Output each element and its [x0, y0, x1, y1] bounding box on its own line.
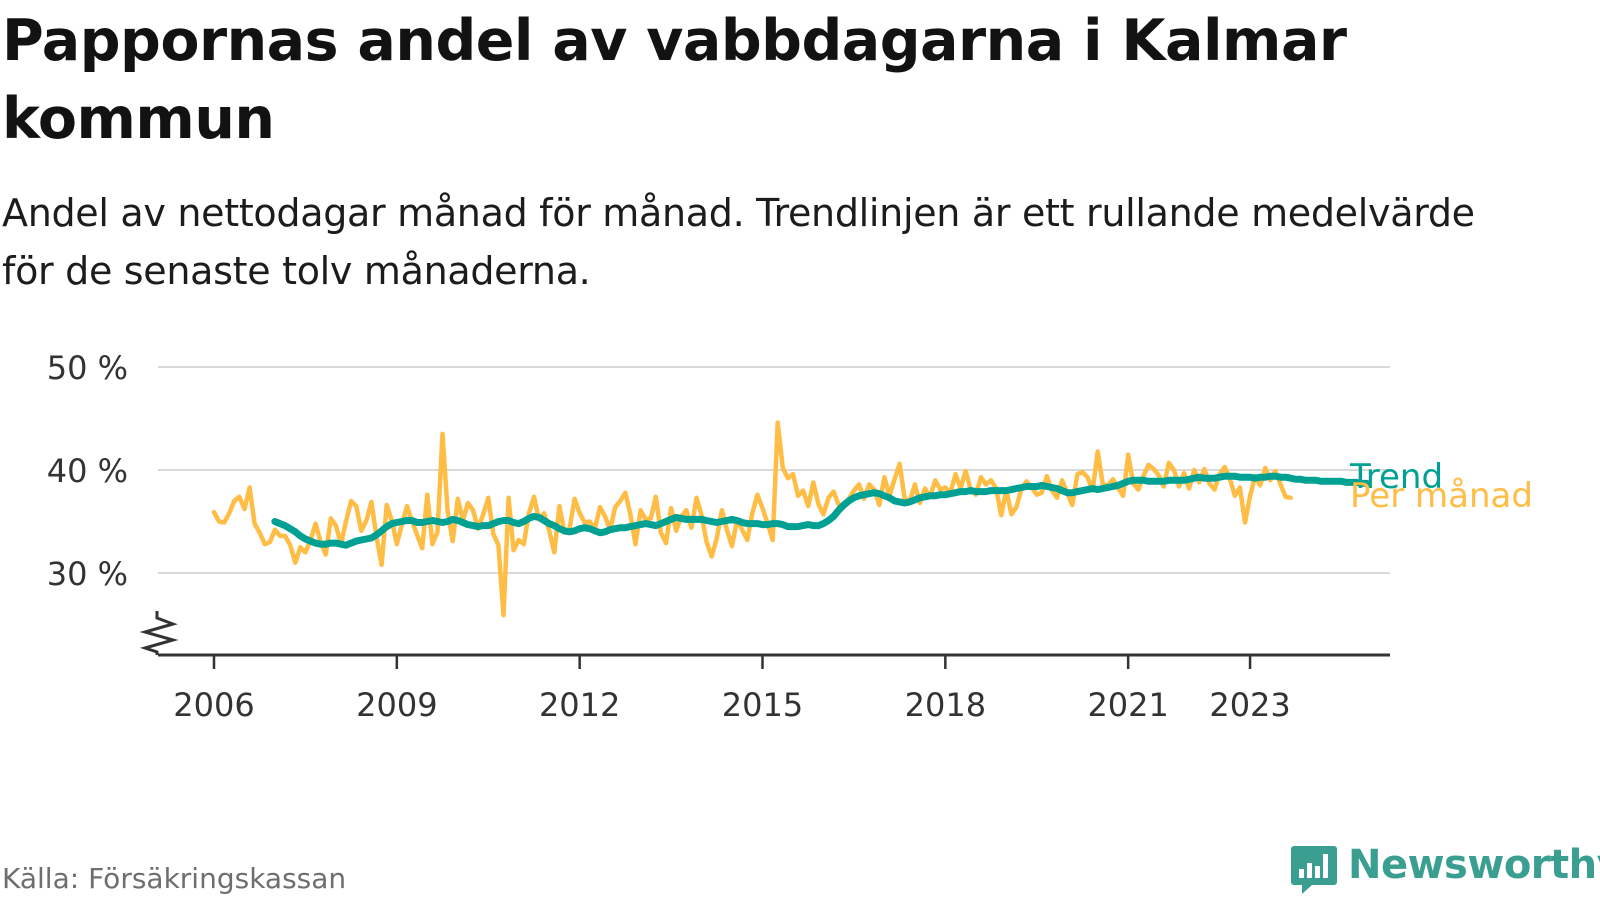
- newsworthy-logo-text: Newsworthy: [1348, 842, 1600, 888]
- x-tick-label: 2023: [1209, 686, 1290, 724]
- monthly-series-line: [211, 420, 1293, 618]
- x-axis: 2006 2009 2012 2015 2018 2021 2023: [139, 611, 1390, 724]
- source-note: Källa: Försäkringskassan: [2, 862, 347, 895]
- series-end-label: Per månad: [1350, 476, 1533, 516]
- trend-series-line: [271, 472, 1371, 549]
- x-tick-label: 2015: [722, 686, 803, 724]
- y-tick-label: 50 %: [47, 349, 128, 387]
- axis-break-icon: [139, 611, 179, 655]
- x-tick-label: 2018: [905, 686, 986, 724]
- newsworthy-logo-icon: [1291, 846, 1337, 894]
- chart-title: Pappornas andel av vabbdagarna i Kalmar …: [2, 8, 1347, 152]
- series-end-label: Trend: [1349, 457, 1443, 497]
- x-tick-label: 2006: [173, 686, 254, 724]
- series-lines: [211, 420, 1371, 618]
- x-tick-label: 2021: [1087, 686, 1168, 724]
- newsworthy-logo: Newsworthy: [1290, 840, 1600, 898]
- y-tick-label: 30 %: [47, 555, 128, 593]
- chart-subtitle: Andel av nettodagar månad för månad. Tre…: [2, 191, 1475, 293]
- y-tick-labels: 50 % 40 % 30 %: [47, 349, 128, 593]
- y-tick-label: 40 %: [47, 452, 128, 490]
- x-tick-label: 2012: [539, 686, 620, 724]
- x-tick-label: 2009: [356, 686, 437, 724]
